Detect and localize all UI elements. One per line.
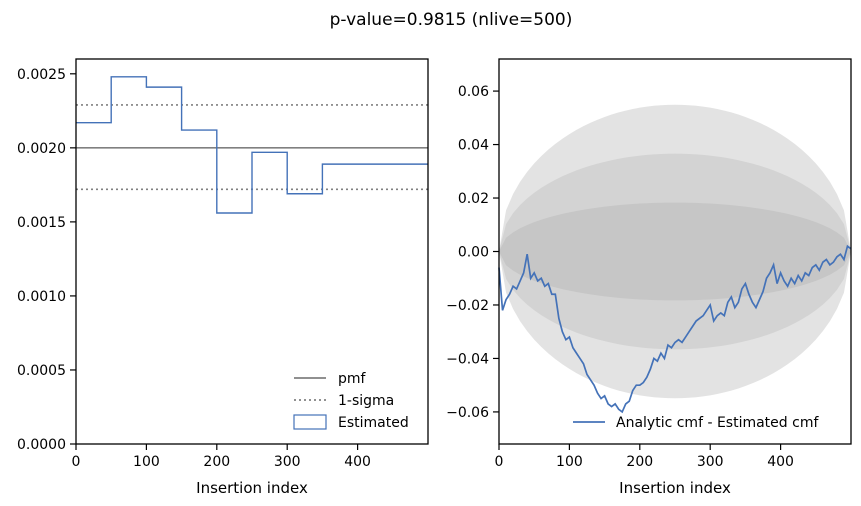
y-tick-label: 0.0025 bbox=[17, 67, 66, 83]
suptitle: p-value=0.9815 (nlive=500) bbox=[330, 10, 573, 30]
y-tick-label: 0.0000 bbox=[17, 437, 66, 453]
y-tick-label: 0.02 bbox=[458, 191, 489, 207]
x-tick-label: 300 bbox=[697, 454, 724, 470]
left-plot-area bbox=[76, 76, 428, 214]
y-tick-label: 0.0015 bbox=[17, 215, 66, 231]
legend-label: Estimated bbox=[338, 415, 409, 431]
right-plot-area bbox=[498, 104, 852, 414]
y-tick-label: 0.0010 bbox=[17, 289, 66, 305]
right-xlabel: Insertion index bbox=[619, 479, 731, 497]
y-tick-label: 0.0005 bbox=[17, 363, 66, 379]
x-tick-label: 200 bbox=[626, 454, 653, 470]
x-tick-label: 200 bbox=[203, 454, 230, 470]
left-axis-ticks: 0 100 200 300 400 0.0000 0.0005 0.0010 0.0015 0.0… bbox=[17, 67, 371, 470]
x-tick-label: 400 bbox=[767, 454, 794, 470]
x-tick-label: 400 bbox=[344, 454, 371, 470]
right-axis-ticks: 0 100 200 300 400 −0.06 −0.04 −0.02 0.00 0.02 0.04… bbox=[446, 84, 794, 470]
left-panel: 0 100 200 300 400 0.0000 0.0005 0.0010 0.0015 0.0… bbox=[17, 58, 429, 497]
left-legend: pmf 1-sigma Estimated bbox=[293, 371, 409, 431]
x-tick-label: 300 bbox=[274, 454, 301, 470]
left-frame bbox=[75, 58, 429, 445]
y-tick-label: 0.0020 bbox=[17, 141, 66, 157]
right-legend: Analytic cmf - Estimated cmf bbox=[573, 415, 819, 431]
legend-label: 1-sigma bbox=[338, 393, 394, 409]
y-tick-label: 0.04 bbox=[458, 138, 489, 154]
y-tick-label: −0.06 bbox=[446, 405, 489, 421]
legend-label: pmf bbox=[338, 371, 367, 387]
y-tick-label: 0.00 bbox=[458, 245, 489, 261]
x-tick-label: 0 bbox=[495, 454, 504, 470]
estimated-step bbox=[76, 76, 428, 214]
left-xlabel: Insertion index bbox=[196, 479, 308, 497]
sigma-band bbox=[499, 202, 851, 301]
y-tick-label: −0.02 bbox=[446, 298, 489, 314]
legend-label: Analytic cmf - Estimated cmf bbox=[616, 415, 819, 431]
x-tick-label: 100 bbox=[556, 454, 583, 470]
legend-estimated-swatch bbox=[293, 414, 327, 430]
x-tick-label: 0 bbox=[72, 454, 81, 470]
y-tick-label: −0.04 bbox=[446, 351, 489, 367]
cmf-difference-line bbox=[498, 244, 852, 414]
y-tick-label: 0.06 bbox=[458, 84, 489, 100]
right-frame bbox=[498, 58, 852, 445]
x-tick-label: 100 bbox=[133, 454, 160, 470]
right-panel: 0 100 200 300 400 −0.06 −0.04 −0.02 0.00 0.02 0.04… bbox=[446, 58, 852, 497]
